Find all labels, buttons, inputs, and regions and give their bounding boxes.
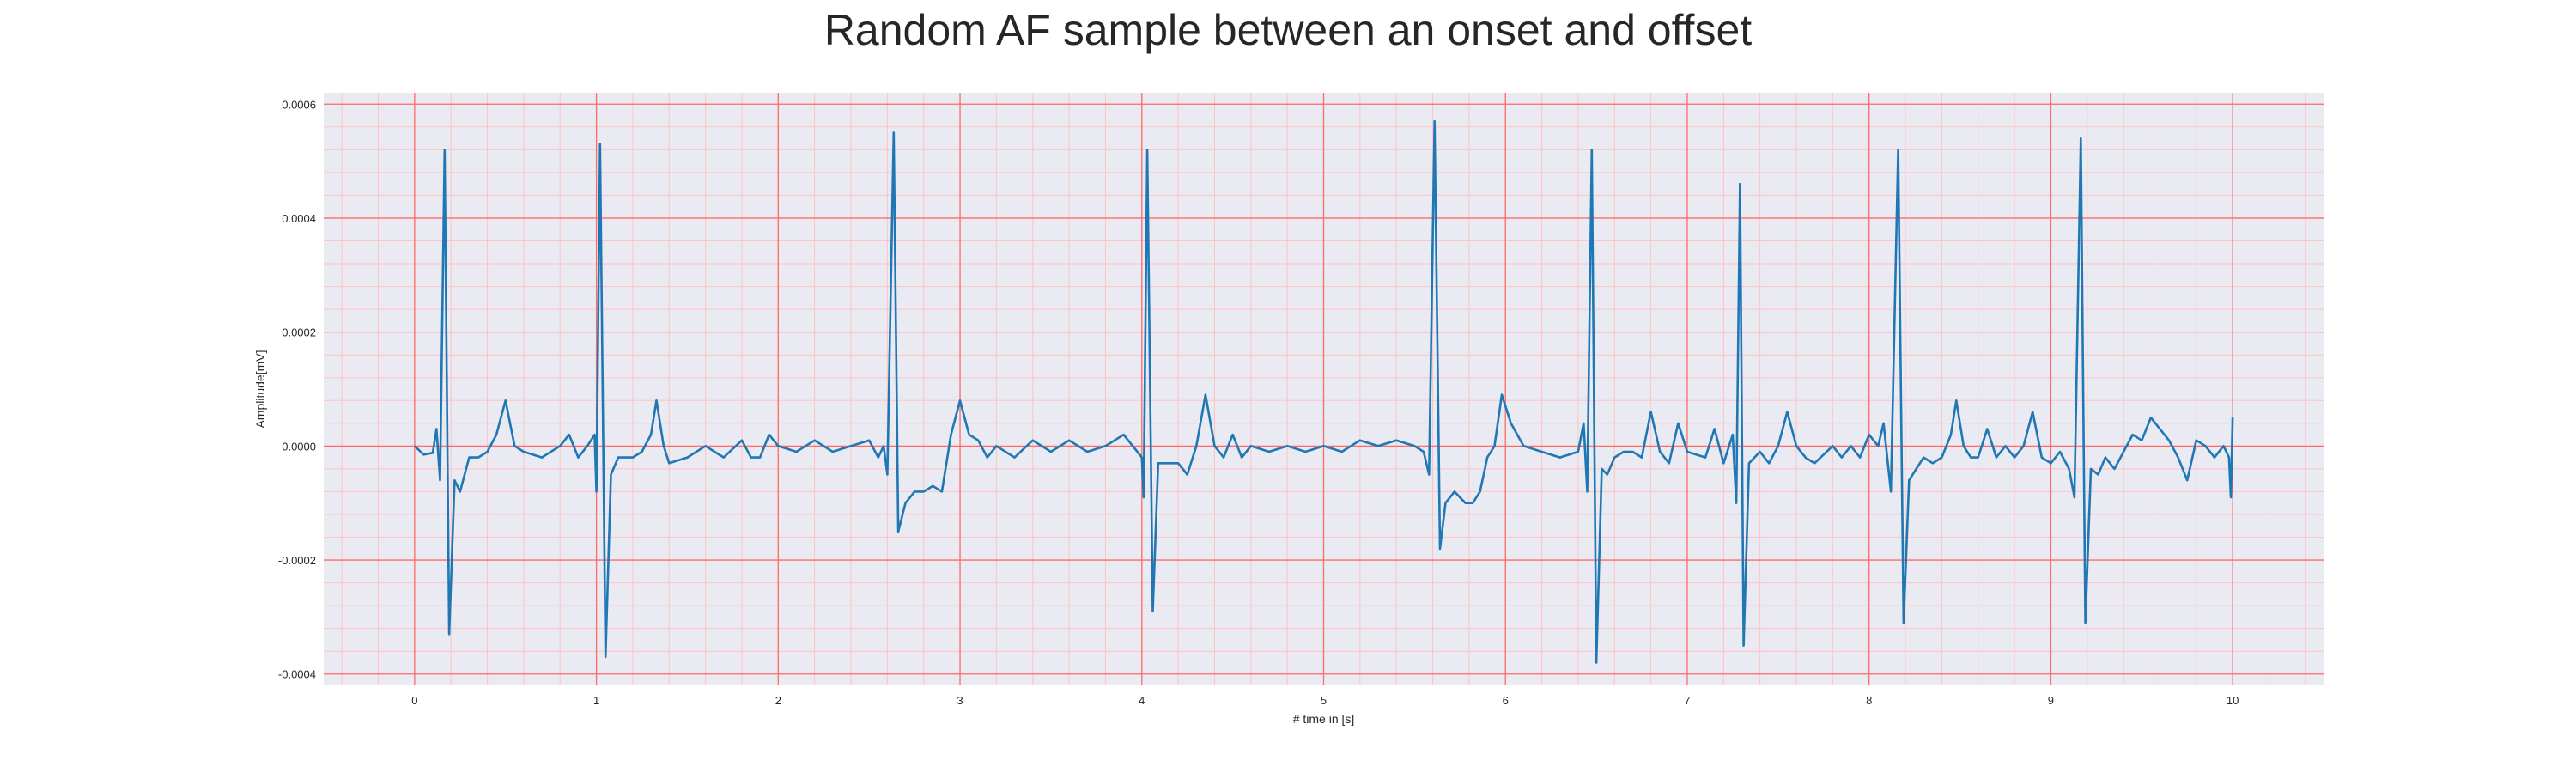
x-tick-label: 5 [1321,694,1327,707]
x-tick-label: 7 [1684,694,1690,707]
y-tick-label: -0.0004 [278,668,316,681]
x-tick-labels: 0 1 2 3 4 5 6 7 8 9 10 [411,694,2239,707]
y-tick-label: -0.0002 [278,554,316,567]
y-tick-label: 0.0000 [282,440,316,453]
x-tick-label: 4 [1139,694,1145,707]
x-tick-label: 0 [411,694,417,707]
x-tick-label: 9 [2048,694,2054,707]
y-tick-label: 0.0006 [282,98,316,111]
y-tick-label: 0.0004 [282,212,316,225]
x-tick-label: 2 [775,694,781,707]
signal-line [414,119,2234,664]
x-tick-label: 3 [957,694,963,707]
x-axis-label: # time in [s] [1293,712,1355,726]
x-tick-label: 6 [1503,694,1509,707]
y-axis-label: Amplitude[mV] [253,350,267,428]
y-tick-labels: -0.0004 -0.0002 0.0000 0.0002 0.0004 0.0006 [278,98,316,680]
x-tick-label: 1 [593,694,599,707]
y-tick-label: 0.0002 [282,326,316,339]
x-tick-label: 10 [2227,694,2239,707]
chart-title: Random AF sample between an onset and of… [823,6,1753,54]
x-tick-label: 8 [1866,694,1872,707]
